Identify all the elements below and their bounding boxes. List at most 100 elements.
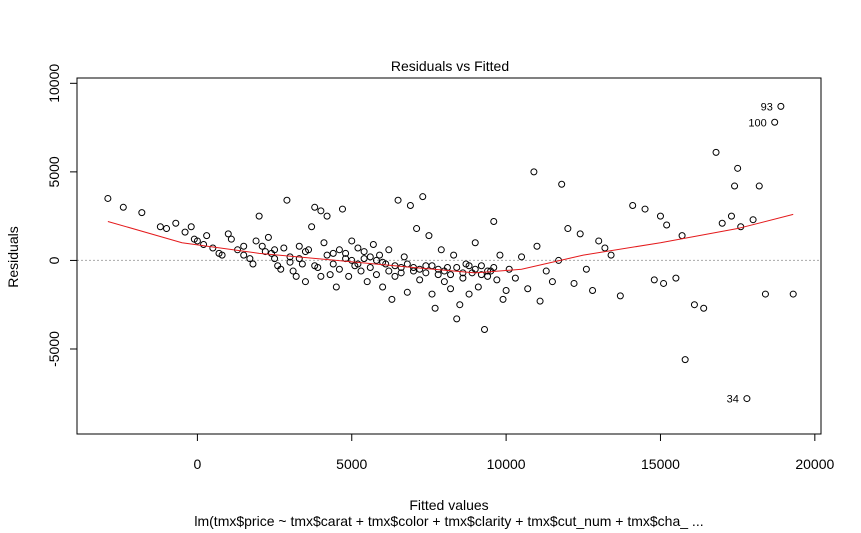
residual-point: [376, 251, 384, 259]
residual-point: [372, 256, 380, 264]
residual-point: [292, 272, 300, 280]
residual-point: [240, 242, 248, 250]
residual-point: [379, 258, 387, 266]
residual-point: [428, 290, 436, 298]
y-axis-label: Residuals: [5, 226, 21, 287]
residual-point: [366, 253, 374, 261]
residual-point: [249, 260, 257, 268]
residual-point: [533, 242, 541, 250]
residual-point: [119, 203, 127, 211]
residual-point: [271, 246, 279, 254]
residual-point: [394, 196, 402, 204]
residual-point: [283, 196, 291, 204]
residual-point: [104, 194, 112, 202]
residual-point: [440, 267, 448, 275]
smoother-line: [107, 213, 794, 274]
residual-point: [391, 272, 399, 280]
residual-point: [607, 251, 615, 259]
residual-point: [388, 295, 396, 303]
residual-point: [406, 202, 414, 210]
residual-point: [181, 228, 189, 236]
x-tick-label: 10000: [487, 456, 526, 472]
residual-point: [511, 274, 519, 282]
residual-point: [447, 285, 455, 293]
residual-point: [403, 288, 411, 296]
residual-point: [363, 278, 371, 286]
residual-point: [320, 239, 328, 247]
residual-point: [542, 267, 550, 275]
y-tick-label: 10000: [46, 64, 62, 103]
residual-point: [385, 246, 393, 254]
residual-point: [453, 315, 461, 323]
residual-point: [650, 276, 658, 284]
residual-point: [471, 239, 479, 247]
x-tick-label: 0: [193, 456, 201, 472]
residual-point: [323, 212, 331, 220]
residual-point: [295, 255, 303, 263]
residual-point: [419, 193, 427, 201]
residual-point: [465, 290, 473, 298]
residual-point: [277, 265, 285, 273]
residual-point: [326, 271, 334, 279]
outlier-labels: 93 100 34: [727, 101, 773, 405]
residual-point: [240, 251, 248, 259]
residual-point: [271, 255, 279, 263]
residual-point: [329, 249, 337, 257]
residual-point: [505, 265, 513, 273]
residual-point: [743, 395, 751, 403]
outlier-label: 93: [761, 101, 773, 113]
residual-point: [712, 148, 720, 156]
residual-point: [163, 225, 171, 233]
x-tick-label: 5000: [336, 456, 367, 472]
residual-point: [749, 216, 757, 224]
residual-point: [453, 264, 461, 272]
residual-point: [493, 276, 501, 284]
residual-point: [348, 237, 356, 245]
residual-point: [258, 242, 266, 250]
residual-point: [422, 269, 430, 277]
residual-point: [459, 269, 467, 277]
residual-point: [413, 225, 421, 233]
residual-point: [663, 221, 671, 229]
residual-point: [261, 248, 269, 256]
residual-point: [317, 272, 325, 280]
y-tick-label: 0: [46, 256, 62, 264]
residual-point: [317, 207, 325, 215]
residual-point: [718, 219, 726, 227]
y-tick-label: -5000: [46, 331, 62, 367]
residual-point: [465, 262, 473, 270]
x-tick-label: 20000: [795, 456, 834, 472]
residual-point: [345, 272, 353, 280]
outlier-label: 100: [748, 117, 766, 129]
residual-point: [502, 287, 510, 295]
residual-point: [437, 246, 445, 254]
residual-point: [481, 326, 489, 334]
residual-point: [447, 271, 455, 279]
residual-point: [360, 248, 368, 256]
residual-point: [548, 278, 556, 286]
residual-point: [416, 265, 424, 273]
residual-point: [354, 260, 362, 268]
residual-point: [311, 262, 319, 270]
residual-point: [397, 264, 405, 272]
residual-point: [252, 237, 260, 245]
residual-point: [246, 255, 254, 263]
residual-point: [471, 265, 479, 273]
residual-point: [187, 223, 195, 231]
residual-point: [589, 287, 597, 295]
residual-point: [379, 283, 387, 291]
y-axis: -5000 0 5000 10000: [46, 64, 78, 367]
residual-point: [397, 269, 405, 277]
residual-point: [289, 267, 297, 275]
x-tick-label: 15000: [641, 456, 680, 472]
residual-point: [777, 102, 785, 110]
residual-point: [264, 233, 272, 241]
residual-point: [308, 223, 316, 231]
residual-point: [425, 232, 433, 240]
residual-point: [456, 301, 464, 309]
residual-point: [681, 356, 689, 364]
residual-point: [335, 265, 343, 273]
residual-point: [564, 225, 572, 233]
residual-point: [400, 253, 408, 261]
